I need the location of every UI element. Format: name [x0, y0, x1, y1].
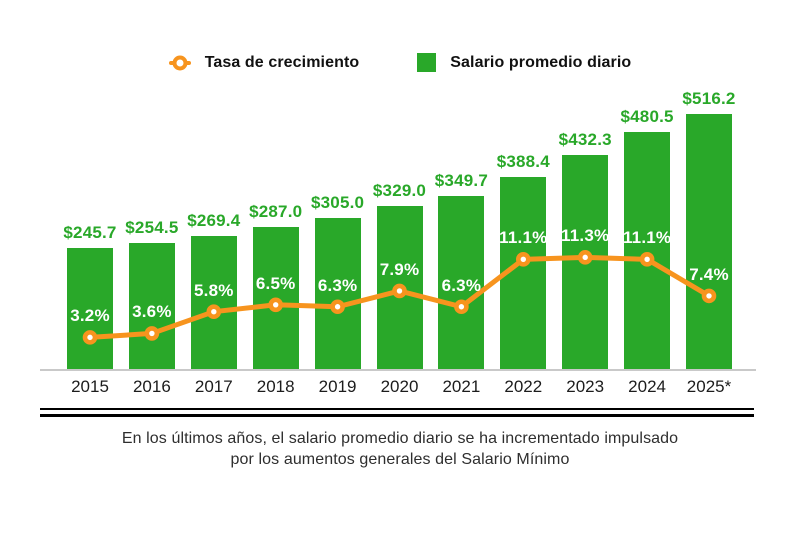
x-axis-label: 2017 [194, 377, 233, 396]
growth-value-label: 7.4% [689, 264, 729, 284]
caption-line-1: En los últimos años, el salario promedio… [121, 430, 679, 447]
bar-value-label: $480.5 [620, 106, 674, 126]
legend-label-growth-rate: Tasa de crecimiento [204, 53, 360, 71]
bar-2023 [562, 155, 609, 369]
x-axis-label: 2022 [504, 377, 543, 396]
growth-value-label: 6.3% [441, 275, 482, 295]
legend: Tasa de crecimiento Salario promedio dia… [0, 53, 800, 72]
caption-line-2: por los aumentos generales del Salario M… [230, 451, 570, 468]
bar-2024 [624, 131, 671, 369]
legend-label-average-salary: Salario promedio diario [450, 53, 632, 71]
x-axis-label: 2016 [132, 377, 171, 396]
growth-value-label: 11.1% [499, 228, 548, 248]
growth-value-label: 11.3% [561, 226, 610, 246]
x-axis-label: 2024 [628, 377, 666, 396]
bar-value-label: $287.0 [249, 202, 303, 222]
x-axis-label: 2021 [442, 377, 481, 396]
x-axis-label: 2020 [380, 377, 419, 396]
x-axis-label: 2019 [318, 377, 357, 396]
donut-marker-icon [172, 55, 188, 70]
divider-double-rule [40, 408, 754, 417]
x-axis-baseline [40, 369, 756, 371]
x-axis-label: 2025* [686, 377, 732, 396]
x-axis-label: 2018 [256, 377, 295, 396]
bar-value-label: $269.4 [187, 210, 241, 230]
line-marker-icon [168, 55, 191, 70]
x-axis-label: 2023 [566, 377, 605, 396]
bar-value-label: $245.7 [63, 222, 117, 242]
bar-value-label: $254.5 [125, 218, 179, 238]
bar-value-label: $388.4 [496, 152, 550, 172]
growth-value-label: 11.1% [622, 228, 672, 248]
bar-value-label: $516.2 [682, 89, 736, 108]
legend-item-average-salary: Salario promedio diario [417, 53, 631, 72]
bar-value-label: $432.3 [558, 130, 612, 150]
growth-value-label: 3.6% [132, 302, 172, 322]
bar-2022 [500, 177, 547, 369]
x-axis-label: 2015 [71, 377, 109, 396]
caption: En los últimos años, el salario promedio… [0, 428, 800, 470]
bar-value-label: $349.7 [434, 171, 488, 191]
bar-value-label: $305.0 [310, 193, 365, 213]
bar-swatch-icon [417, 53, 437, 72]
bar-value-label: $329.0 [372, 181, 427, 201]
legend-item-growth-rate: Tasa de crecimiento [168, 53, 360, 72]
